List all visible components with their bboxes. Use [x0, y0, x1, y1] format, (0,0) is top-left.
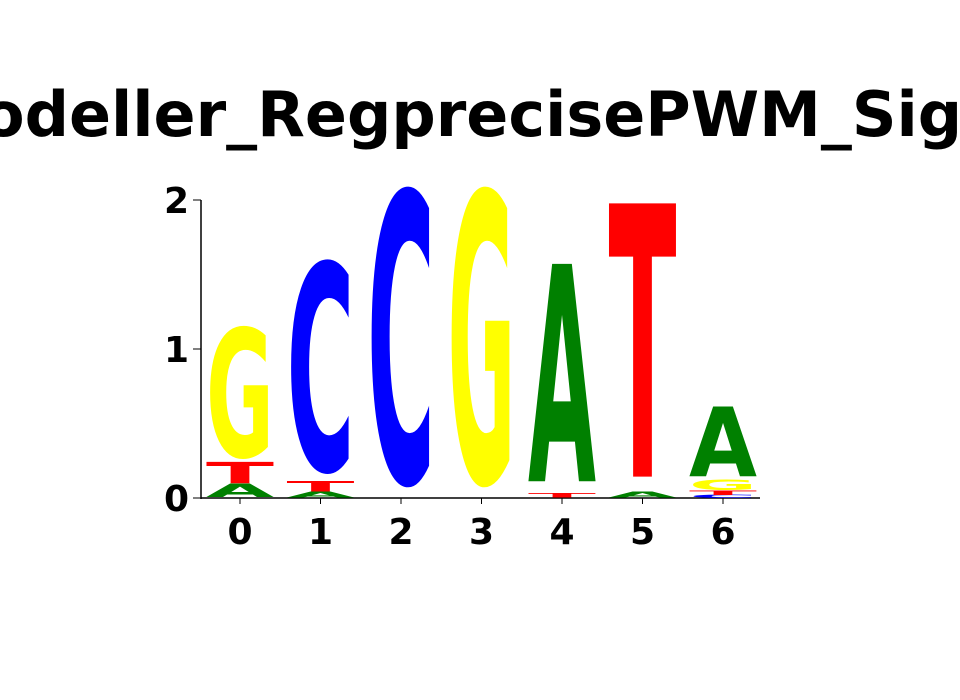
logo-letter-a-pos6: A [689, 388, 757, 499]
logo-letter-t-pos5: T [609, 128, 678, 565]
y-tick-label: 0 [164, 479, 189, 520]
logo-letter-t-pos1: T [287, 478, 356, 495]
x-tick-label: 0 [227, 512, 252, 553]
logo-letter-c-pos2: C [367, 114, 435, 577]
logo-letter-t-pos4: T [528, 492, 596, 499]
x-tick-label: 5 [630, 512, 655, 553]
axes [193, 199, 760, 504]
logo-letter-c-pos1: C [287, 206, 355, 537]
logo-letter-a-pos5: A [609, 490, 677, 500]
logo-letter-g-pos6: G [689, 477, 757, 494]
x-tick-label: 2 [388, 512, 413, 553]
logo-letter-a-pos1: A [287, 490, 355, 500]
logo-letter-t-pos0: T [206, 457, 274, 491]
y-tick-label: 1 [164, 330, 189, 371]
chart-title: odeller_RegprecisePWM_Sigma [0, 78, 960, 178]
x-tick-label: 1 [308, 512, 333, 553]
logo-letter-g-pos3: G [448, 112, 516, 576]
x-tick-label: 4 [549, 512, 574, 553]
x-tick-label: 6 [710, 512, 735, 553]
logo-letter-a-pos0: A [206, 480, 274, 502]
logo-letter-g-pos0: G [206, 294, 274, 499]
y-tick-label: 2 [164, 181, 189, 222]
logo-letter-t-pos6: T [689, 489, 757, 496]
chart-title-text: odeller_RegprecisePWM_Sigma [0, 78, 960, 151]
logo-letter-a-pos4: A [528, 205, 596, 552]
tick-labels: 0 1 2 0 1 2 3 4 5 6 [164, 181, 736, 553]
x-tick-label: 3 [469, 512, 494, 553]
logo-letter-c-pos6: C [689, 494, 757, 499]
